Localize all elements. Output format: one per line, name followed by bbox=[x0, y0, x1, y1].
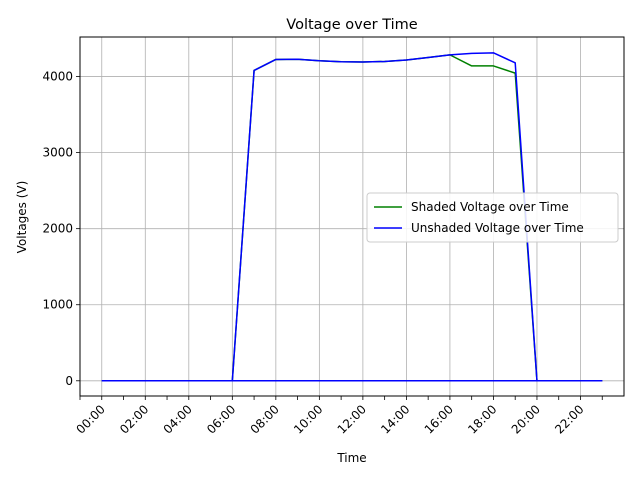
x-tick-label: 16:00 bbox=[422, 402, 456, 436]
y-tick-label: 2000 bbox=[42, 222, 73, 236]
y-tick-label: 4000 bbox=[42, 70, 73, 84]
x-tick-label: 10:00 bbox=[291, 402, 325, 436]
x-tick-label: 18:00 bbox=[465, 402, 499, 436]
series-layer bbox=[101, 52, 603, 382]
x-axis: 00:00 02:00 04:00 06:00 08:00 10:00 12:00 14:00… bbox=[74, 396, 603, 437]
y-axis-label: Voltages (V) bbox=[15, 181, 29, 254]
y-tick-label: 0 bbox=[65, 374, 73, 388]
x-axis-label: Time bbox=[336, 451, 366, 465]
plot-frame bbox=[79, 36, 625, 397]
x-tick-label: 02:00 bbox=[117, 402, 151, 436]
y-axis: 0 1000 2000 3000 4000 bbox=[42, 70, 80, 388]
y-tick-label: 3000 bbox=[42, 146, 73, 160]
legend-label-2: Unshaded Voltage over Time bbox=[411, 221, 584, 235]
x-tick-label: 08:00 bbox=[248, 402, 282, 436]
x-tick-label: 22:00 bbox=[552, 402, 586, 436]
y-tick-label: 1000 bbox=[42, 298, 73, 312]
x-tick-label: 06:00 bbox=[204, 402, 238, 436]
x-tick-label: 12:00 bbox=[335, 402, 369, 436]
chart-title: Voltage over Time bbox=[286, 17, 418, 33]
x-tick-label: 20:00 bbox=[509, 402, 543, 436]
x-tick-label: 00:00 bbox=[74, 402, 108, 436]
legend: Shaded Voltage over Time Unshaded Voltage… bbox=[366, 192, 619, 243]
x-tick-label: 04:00 bbox=[161, 402, 195, 436]
legend-label-1: Shaded Voltage over Time bbox=[411, 200, 569, 214]
x-tick-label: 14:00 bbox=[378, 402, 412, 436]
legend-box bbox=[366, 192, 619, 243]
